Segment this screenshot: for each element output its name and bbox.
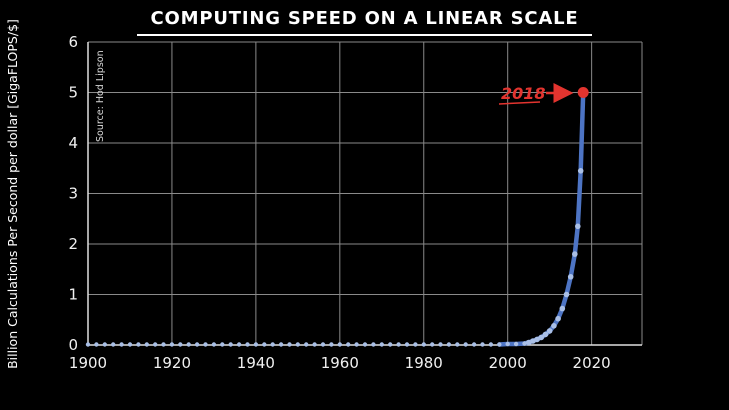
chart-title-text: COMPUTING SPEED ON A LINEAR SCALE [136, 8, 593, 36]
annotation-2018-label: 2018 [501, 84, 546, 103]
data-point [119, 342, 124, 347]
data-point [161, 342, 166, 347]
data-point [421, 342, 426, 347]
data-point [463, 342, 468, 347]
data-point [85, 342, 91, 347]
data-point [354, 342, 359, 347]
x-tick-label: 1940 [237, 354, 275, 372]
data-point [262, 342, 267, 347]
data-point [542, 331, 549, 338]
x-tick-label: 1960 [321, 354, 359, 372]
data-point [430, 342, 435, 347]
data-point [236, 342, 242, 347]
y-tick-label: 5 [68, 84, 78, 102]
data-point [379, 342, 384, 347]
y-tick-label: 2 [68, 235, 78, 253]
data-point [245, 342, 250, 347]
data-point [559, 305, 566, 312]
annotation-2018-underline [498, 101, 541, 105]
data-point [287, 342, 292, 347]
y-tick-label: 0 [68, 336, 78, 354]
data-series-layer [85, 87, 589, 347]
data-point [404, 342, 410, 347]
data-point [346, 342, 351, 347]
data-point [362, 342, 368, 347]
data-point [538, 334, 545, 341]
data-point [304, 342, 309, 347]
data-point [312, 342, 317, 347]
data-point [551, 323, 557, 329]
data-point [111, 342, 116, 347]
data-point [455, 342, 460, 347]
data-point [388, 342, 393, 347]
y-tick-label: 4 [68, 134, 78, 152]
x-tick-label: 1980 [405, 354, 443, 372]
data-point [513, 341, 519, 347]
data-point [136, 342, 141, 347]
data-point [530, 338, 536, 344]
chart-title: COMPUTING SPEED ON A LINEAR SCALE [0, 8, 729, 36]
data-point [178, 342, 183, 347]
grid-layer [87, 41, 643, 346]
data-point [480, 342, 485, 347]
data-point [320, 342, 326, 347]
data-point [497, 342, 502, 347]
x-tick-label: 1900 [69, 354, 107, 372]
highlight-point-2018 [577, 87, 589, 98]
y-tick-label: 1 [68, 286, 78, 304]
data-point [522, 341, 527, 346]
data-point [211, 342, 217, 347]
data-point [438, 342, 443, 347]
series-line [497, 90, 586, 347]
y-tick-label: 3 [68, 185, 78, 203]
data-point [555, 315, 561, 322]
data-point [446, 342, 452, 347]
data-point [563, 291, 570, 298]
data-point [572, 251, 578, 257]
data-point [525, 339, 532, 346]
data-point [505, 341, 510, 347]
data-point [228, 342, 233, 347]
data-point [471, 342, 477, 347]
data-point [488, 342, 494, 347]
y-axis-label: Billion Calculations Per Second per doll… [5, 19, 20, 369]
data-point [575, 223, 581, 230]
data-point [102, 342, 108, 347]
data-point [153, 342, 158, 347]
data-point [253, 342, 259, 347]
data-point [194, 342, 200, 347]
x-tick-label: 2000 [489, 354, 527, 372]
data-point [329, 342, 334, 347]
data-point [577, 168, 584, 174]
data-point [567, 274, 574, 280]
data-point [546, 328, 553, 334]
data-point [371, 342, 376, 347]
data-point [534, 336, 540, 343]
data-point [396, 342, 401, 347]
data-point [270, 342, 275, 347]
data-point [186, 342, 191, 347]
data-point [278, 342, 284, 347]
data-point [220, 342, 225, 347]
data-point [413, 342, 418, 347]
data-point [144, 342, 149, 347]
data-point [337, 342, 342, 347]
data-point [169, 342, 175, 347]
source-label: Source: Hod Lipson [95, 50, 106, 142]
data-point [94, 342, 99, 347]
x-tick-label: 2020 [573, 354, 611, 372]
data-point [127, 342, 133, 347]
y-tick-label: 6 [68, 33, 78, 51]
data-point [203, 342, 208, 347]
x-tick-label: 1920 [153, 354, 191, 372]
data-point [295, 342, 300, 347]
axis-ticks-layer: 1900 1920 1940 1960 1980 2000 2020 0 1 2 3 4 5 6 [68, 33, 610, 372]
